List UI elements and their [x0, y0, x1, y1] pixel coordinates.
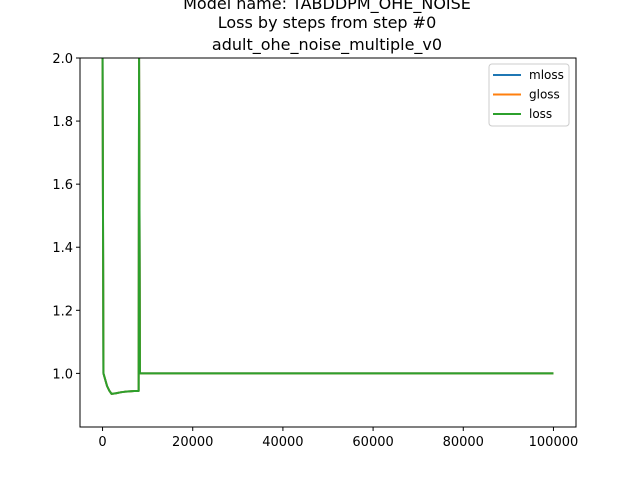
x-axis-ticks: 0 20000 40000 60000 80000 100000: [98, 427, 578, 450]
plot-frame: [79, 57, 577, 428]
y-tick-label: 1.6: [52, 178, 73, 193]
legend-box: [488, 63, 570, 127]
chart-title-line-2: Loss by steps from step #0: [218, 13, 437, 32]
x-tick-label: 20000: [172, 435, 213, 450]
series-layer: [101, 58, 554, 395]
legend: mloss gloss loss: [488, 63, 570, 127]
legend-label-loss: loss: [529, 107, 552, 121]
chart-titles: Model name: TABDDPM_OHE_NOISE Loss by st…: [183, 0, 471, 55]
y-tick-label: 1.2: [52, 304, 73, 319]
series-line-mloss: [101, 58, 554, 395]
chart-title-line-3: adult_ohe_noise_multiple_v0: [212, 35, 442, 55]
series-line-loss: [101, 58, 554, 395]
series-line-gloss: [101, 58, 554, 395]
chart-title-line-1: Model name: TABDDPM_OHE_NOISE: [183, 0, 471, 14]
y-tick-label: 1.8: [52, 115, 73, 130]
y-tick-label: 1.0: [52, 367, 73, 382]
x-tick-label: 0: [98, 435, 106, 450]
y-tick-label: 2.0: [52, 52, 73, 67]
legend-label-gloss: gloss: [529, 88, 560, 102]
y-axis-ticks: 1.0 1.2 1.4 1.6 1.8 2.0: [52, 52, 80, 382]
x-tick-label: 60000: [352, 435, 393, 450]
legend-label-mloss: mloss: [529, 68, 564, 82]
y-tick-label: 1.4: [52, 241, 73, 256]
x-tick-label: 40000: [262, 435, 303, 450]
x-tick-label: 100000: [529, 435, 579, 450]
x-tick-label: 80000: [443, 435, 484, 450]
